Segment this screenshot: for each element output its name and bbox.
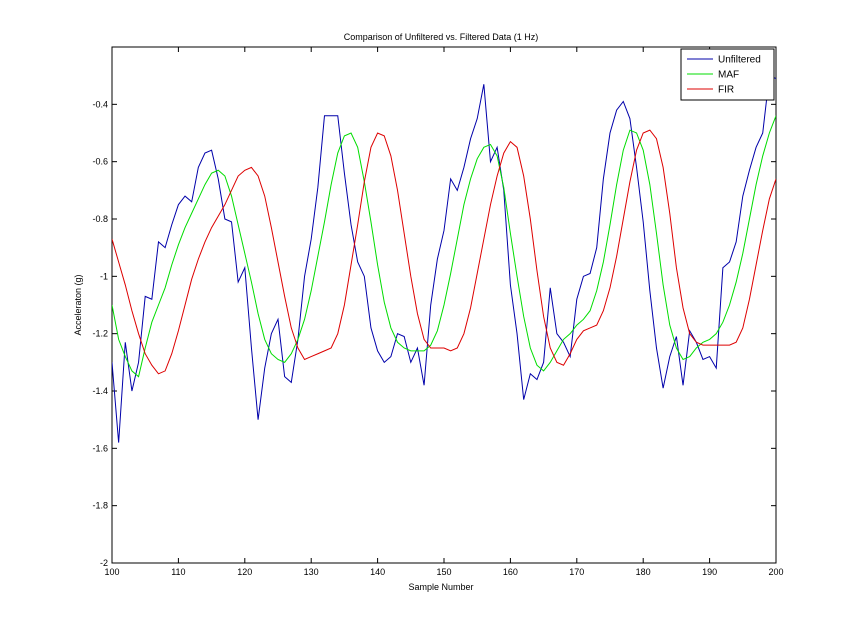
y-tick-label: -2 [100,558,108,568]
y-tick-label: -1 [100,271,108,281]
legend-label-maf: MAF [718,70,739,81]
x-axis: 100 110 120 130 140 150 160 170 180 190 200 [104,47,784,577]
y-axis-label: Acceleraton (g) [73,274,83,335]
y-tick-label: -0.8 [92,214,108,224]
y-tick-label: -1.8 [92,501,108,511]
x-tick-label: 110 [171,567,185,577]
y-tick-label: -1.4 [92,386,108,396]
series-lines [112,74,776,443]
x-tick-label: 180 [636,567,651,577]
series-line-maf [112,115,776,378]
legend-label-unfiltered: Unfiltered [718,55,761,66]
x-tick-label: 200 [768,567,783,577]
x-axis-label: Sample Number [408,582,473,592]
legend-label-fir: FIR [718,85,734,96]
x-tick-label: 100 [104,567,119,577]
x-tick-label: 150 [436,567,451,577]
y-tick-label: -1.2 [92,329,108,339]
x-tick-label: 130 [304,567,319,577]
legend: Unfiltered MAF FIR [680,48,775,101]
y-tick-label: -0.4 [92,99,108,109]
x-tick-label: 170 [569,567,584,577]
series-line-fir [112,129,776,375]
x-tick-label: 160 [503,567,518,577]
x-tick-label: 140 [370,567,385,577]
y-axis: -2 -1.8 -1.6 -1.4 -1.2 -1 -0.8 -0.6 -0.4 [92,99,776,568]
series-line-unfiltered [112,74,776,443]
chart-title: Comparison of Unfiltered vs. Filtered Da… [344,32,539,42]
y-tick-label: -0.6 [92,157,108,167]
x-tick-label: 190 [702,567,717,577]
y-tick-label: -1.6 [92,443,108,453]
x-tick-label: 120 [237,567,252,577]
